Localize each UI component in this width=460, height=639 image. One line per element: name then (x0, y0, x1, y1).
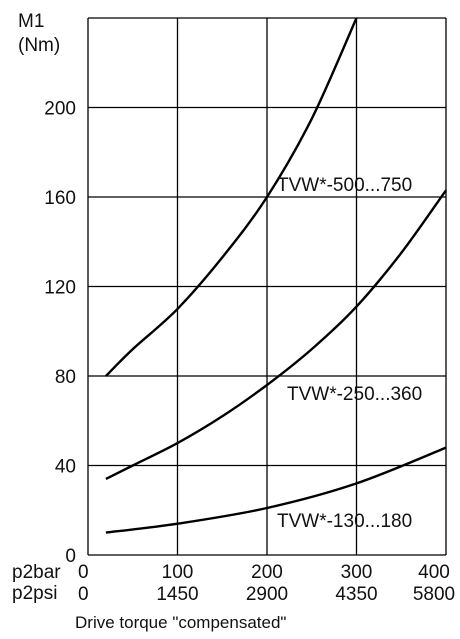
y-tick-label-0: 0 (65, 546, 76, 567)
x-psi-tick-1: 1450 (156, 584, 198, 605)
series-line-1 (105, 189, 447, 480)
series-label-tvw-130-180: TVW*-130...180 (277, 511, 412, 532)
x-bar-unit-label: p2bar (12, 562, 61, 583)
series-label-tvw-500-750: TVW*-500...750 (277, 175, 412, 196)
y-tick-label-2: 80 (55, 367, 76, 388)
x-bar-tick-4: 400 (418, 562, 450, 583)
x-bar-tick-3: 300 (341, 562, 373, 583)
y-tick-label-1: 40 (55, 457, 76, 478)
curves (105, 17, 447, 534)
y-tick-label-4: 160 (44, 188, 76, 209)
y-tick-label-3: 120 (44, 278, 76, 299)
x-psi-tick-4: 5800 (413, 584, 455, 605)
x-bar-tick-1: 100 (162, 562, 194, 583)
x-bar-tick-0: 0 (78, 562, 89, 583)
x-psi-tick-3: 4350 (335, 584, 377, 605)
series-line-0 (105, 17, 358, 377)
y-axis-label-line1: M1 (18, 11, 44, 32)
x-bar-tick-2: 200 (251, 562, 283, 583)
y-tick-labels: 0 40 80 120 160 200 (44, 99, 76, 568)
x-axis-title: Drive torque "compensated" (75, 613, 286, 632)
x-psi-unit-label: p2psi (12, 583, 57, 604)
grid (87, 17, 447, 556)
y-tick-label-5: 200 (44, 99, 76, 120)
x-psi-tick-2: 2900 (246, 584, 288, 605)
x-psi-tick-0: 0 (78, 584, 89, 605)
x-tick-labels: 0 100 200 300 400 0 1450 2900 4350 5800 (78, 562, 455, 605)
series-line-2 (105, 446, 447, 534)
y-axis-label-line2: (Nm) (18, 35, 60, 56)
series-label-tvw-250-360: TVW*-250...360 (287, 384, 422, 405)
